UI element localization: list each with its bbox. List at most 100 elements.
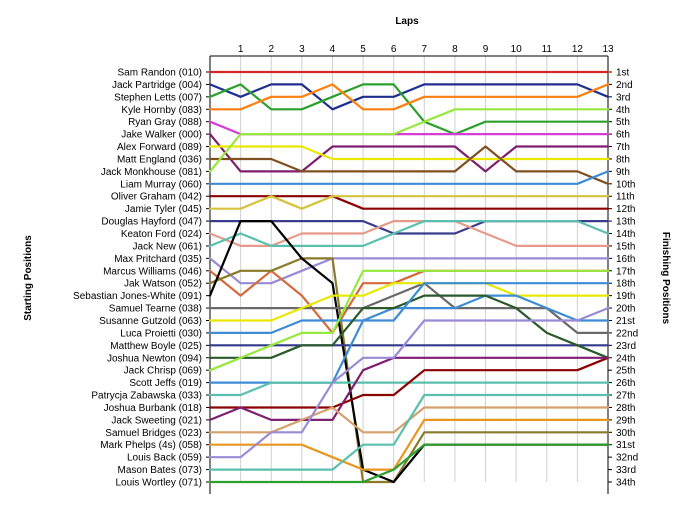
finishing-position-label: 34th: [616, 478, 635, 489]
finishing-position-label: 12th: [616, 204, 635, 215]
driver-label: Patrycja Zabawska (033): [91, 391, 202, 402]
finishing-position-label: 15th: [616, 241, 635, 252]
finishing-position-label: 27th: [616, 391, 635, 402]
driver-label: Stephen Letts (007): [114, 92, 202, 103]
driver-label: Joshua Newton (094): [107, 353, 202, 364]
series-line: [208, 220, 610, 247]
finishing-position-label: 22nd: [616, 328, 638, 339]
series-line: [208, 108, 610, 173]
series-line: [208, 195, 610, 210]
finishing-position-label: 23rd: [616, 341, 636, 352]
x-tick-label: 4: [330, 44, 336, 55]
finishing-position-label: 14th: [616, 229, 635, 240]
finishing-position-label: 8th: [616, 154, 630, 165]
x-tick-label: 8: [452, 44, 458, 55]
finishing-position-label: 24th: [616, 353, 635, 364]
x-tick-label: 7: [422, 44, 428, 55]
right-axis-title: Finishing Positions: [660, 232, 671, 325]
finishing-position-label: 18th: [616, 279, 635, 290]
finishing-position-label: 1st: [616, 68, 630, 79]
x-tick-label: 6: [391, 44, 397, 55]
series-line: [208, 443, 610, 484]
x-tick-label: 9: [483, 44, 489, 55]
driver-label: Scott Jeffs (019): [129, 378, 202, 389]
series-line: [208, 356, 610, 409]
driver-label: Jack Sweeting (021): [111, 415, 202, 426]
driver-label: Mark Phelps (4s) (058): [100, 440, 202, 451]
series-line: [208, 294, 610, 359]
series-line: [208, 307, 610, 459]
driver-label: Susanne Gutzold (063): [99, 316, 202, 327]
driver-label: Samuel Bridges (023): [105, 428, 202, 439]
driver-label: Douglas Hayford (047): [101, 217, 202, 228]
series-line: [208, 282, 610, 322]
finishing-position-label: 16th: [616, 254, 635, 265]
finishing-position-label: 4th: [616, 105, 630, 116]
x-tick-label: 3: [299, 44, 305, 55]
series-line: [208, 170, 610, 185]
driver-label: Oliver Graham (042): [111, 192, 202, 203]
series-line: [208, 294, 610, 334]
finishing-position-label: 29th: [616, 415, 635, 426]
left-axis-title: Starting Positions: [23, 235, 34, 321]
series-line: [208, 83, 610, 111]
series-line: [208, 220, 610, 247]
driver-label: Jak Watson (052): [124, 279, 202, 290]
driver-label: Marcus Williams (046): [103, 266, 202, 277]
finishing-position-label: 31st: [616, 440, 635, 451]
finishing-position-label: 13th: [616, 217, 635, 228]
finishing-position-label: 3rd: [616, 92, 630, 103]
series-line: [208, 257, 610, 285]
x-axis-title: Laps: [395, 16, 419, 27]
x-tick-label: 1: [238, 44, 244, 55]
driver-label: Jack Monkhouse (081): [101, 167, 202, 178]
finishing-position-label: 6th: [616, 130, 630, 141]
series-line: [208, 381, 610, 397]
finishing-position-label: 11th: [616, 192, 635, 203]
series-line: [208, 145, 610, 185]
driver-label: Mason Bates (073): [118, 465, 203, 476]
finishing-position-label: 2nd: [616, 80, 633, 91]
driver-label: Joshua Burbank (018): [104, 403, 202, 414]
driver-label: Alex Forward (089): [117, 142, 202, 153]
driver-label: Jake Walker (000): [121, 130, 202, 141]
driver-label: Max Pritchard (035): [114, 254, 202, 265]
series-line: [208, 133, 610, 173]
series-line: [208, 83, 610, 111]
series-line: [208, 418, 610, 471]
series-line: [208, 195, 610, 210]
driver-label: Louis Back (059): [127, 453, 202, 464]
driver-label: Jack Chrisp (069): [124, 366, 202, 377]
x-tick-label: 12: [572, 44, 584, 55]
x-tick-label: 5: [360, 44, 366, 55]
x-tick-label: 13: [602, 44, 614, 55]
finishing-position-label: 7th: [616, 142, 630, 153]
series-line: [208, 145, 610, 161]
finishing-position-label: 17th: [616, 266, 635, 277]
series-line: [208, 356, 610, 421]
series-lines-group: [208, 70, 610, 484]
driver-label: Kyle Hornby (083): [121, 105, 202, 116]
finishing-position-label: 21st: [616, 316, 635, 327]
series-line: [208, 269, 610, 372]
finishing-position-label: 33rd: [616, 465, 636, 476]
driver-label: Jamie Tyler (045): [125, 204, 202, 215]
series-line: [208, 393, 610, 471]
finishing-position-label: 10th: [616, 179, 635, 190]
driver-label: Matthew Boyle (025): [110, 341, 202, 352]
finishing-position-label: 9th: [616, 167, 630, 178]
driver-label: Jack Partridge (004): [112, 80, 202, 91]
series-line: [208, 282, 610, 334]
finishing-position-label: 5th: [616, 117, 630, 128]
driver-label: Jack New (061): [133, 241, 202, 252]
finishing-position-label: 26th: [616, 378, 635, 389]
finishing-position-label: 19th: [616, 291, 635, 302]
driver-label: Sam Randon (010): [118, 68, 203, 79]
x-tick-label: 11: [542, 44, 553, 55]
driver-label: Liam Murray (060): [120, 179, 202, 190]
driver-label: Sebastian Jones-White (091): [73, 291, 202, 302]
driver-label: Keaton Ford (024): [121, 229, 202, 240]
